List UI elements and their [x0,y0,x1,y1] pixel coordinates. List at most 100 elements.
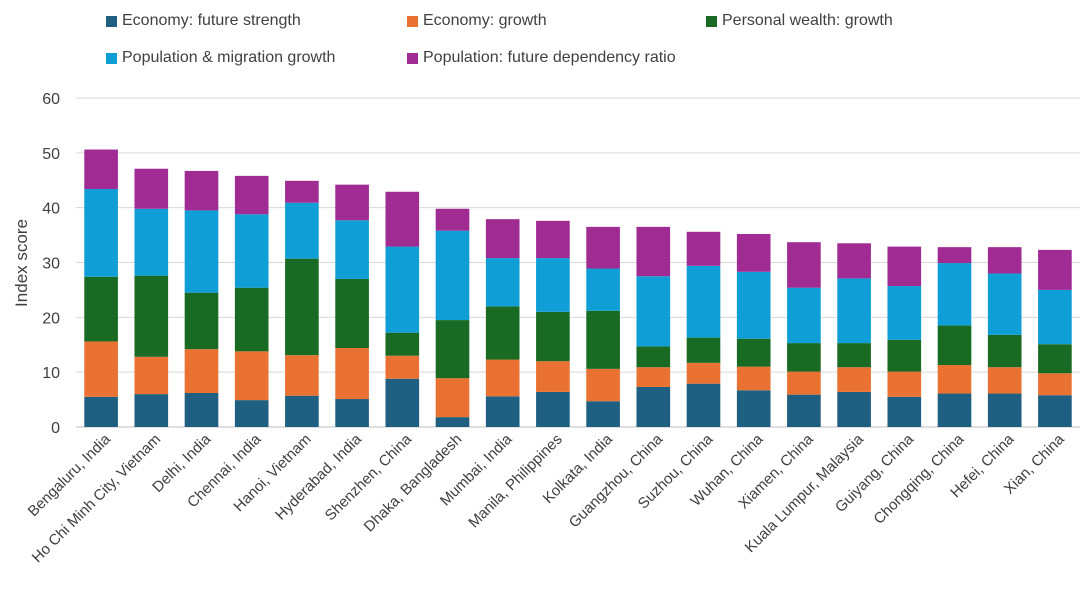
bar-segment [84,341,118,397]
bar-segment [234,351,269,401]
bar-segment [1038,249,1072,290]
legend-swatch [706,15,717,27]
y-tick-label: 40 [42,201,60,218]
bar-segment [234,287,269,352]
bar-segment [887,286,922,340]
bar-segment [787,242,821,288]
bar-segment [736,366,771,391]
bar-segment [134,168,169,209]
bar-segment [84,276,118,342]
legend-label: Economy: growth [423,12,547,29]
bar-segment [536,258,570,312]
bar-segment [335,399,369,427]
legend-swatch [407,52,418,64]
bar-segment [887,371,922,397]
bar-segment [887,339,922,372]
bar-segment [636,346,671,368]
bar-segment [485,219,520,259]
bar-segment [134,394,169,427]
legend-item-population-dependency-ratio: Population: future dependency ratio [407,49,676,67]
bar-segment [134,208,169,276]
bar-segment [485,306,520,360]
bar-segment [485,258,520,307]
bar-segment [736,338,771,367]
x-tick-label: Manila, Philippines [465,431,565,531]
bar-segment [987,273,1022,335]
legend-label: Personal wealth: growth [722,12,893,29]
bar-segment [837,391,871,427]
bar-segment [686,265,721,338]
bar-segment [134,356,169,395]
bar-segment [385,246,420,333]
legend-label: Economy: future strength [122,12,301,29]
bar-segment [435,320,470,379]
y-axis-ticks: 0 10 20 30 40 50 60 [42,91,60,437]
bar-segment [837,278,871,344]
bar-segment [435,208,470,231]
bar-segment [184,210,219,293]
bar-segment [385,355,420,379]
x-tick-label: Chongqing, China [870,430,967,527]
legend: Economy: future strength Economy: growth… [0,0,1082,80]
bar-segment [586,268,620,311]
bar-segment [787,343,821,372]
bar-segment [987,334,1022,368]
legend-item-economy-future-strength: Economy: future strength [106,12,301,30]
bar-segment [536,220,570,259]
bar-segment [686,231,721,266]
bar-segment [184,292,219,350]
bar-segment [937,325,972,366]
bar-segment [1038,289,1072,345]
x-tick-label: Hyderabad, India [272,430,365,523]
bar-segment [787,394,821,427]
bar-segment [586,368,620,402]
bar-segment [1038,373,1072,396]
bar-segment [937,247,972,264]
legend-label: Population: future dependency ratio [423,49,676,66]
x-tick-label: Bengaluru, India [25,430,115,520]
bar-segment [1038,344,1072,374]
bar-segment [184,393,219,427]
bar-segment [837,367,871,392]
bar-segment [385,332,420,356]
bar-segment [134,275,169,357]
bar-segment [485,396,520,427]
y-tick-label: 30 [42,256,60,273]
legend-swatch [106,15,117,27]
legend-swatch [106,52,117,64]
bar-segment [536,311,570,362]
bar-segment [335,220,369,279]
bar-segment [586,310,620,369]
bar-segment [586,226,620,269]
y-tick-label: 50 [42,146,60,163]
bar-segment [184,349,219,394]
bar-segment [636,367,671,387]
bar-segment [84,189,118,277]
bar-segment [285,258,319,356]
y-axis-label: Index score [12,219,31,307]
bar-segment [335,184,369,221]
bar-segment [234,214,269,288]
bar-segment [285,395,319,427]
bar-segment [285,180,319,203]
bar-segment [686,383,721,427]
bar-segment [887,246,922,287]
bar-segment [937,393,972,427]
y-tick-label: 10 [42,365,60,382]
bar-segment [385,191,420,247]
bar-segment [285,202,319,259]
bar-segment [335,278,369,349]
bar-segment [84,396,118,427]
bar-segment [285,355,319,396]
bar-segment [686,362,721,384]
bar-segment [736,271,771,339]
bar-segment [435,417,470,427]
bar-segment [536,391,570,427]
bar-segment [636,226,671,277]
bar-segment [636,386,671,427]
y-tick-label: 60 [42,91,60,108]
bar-segment [385,378,420,427]
bar-segment [937,365,972,394]
